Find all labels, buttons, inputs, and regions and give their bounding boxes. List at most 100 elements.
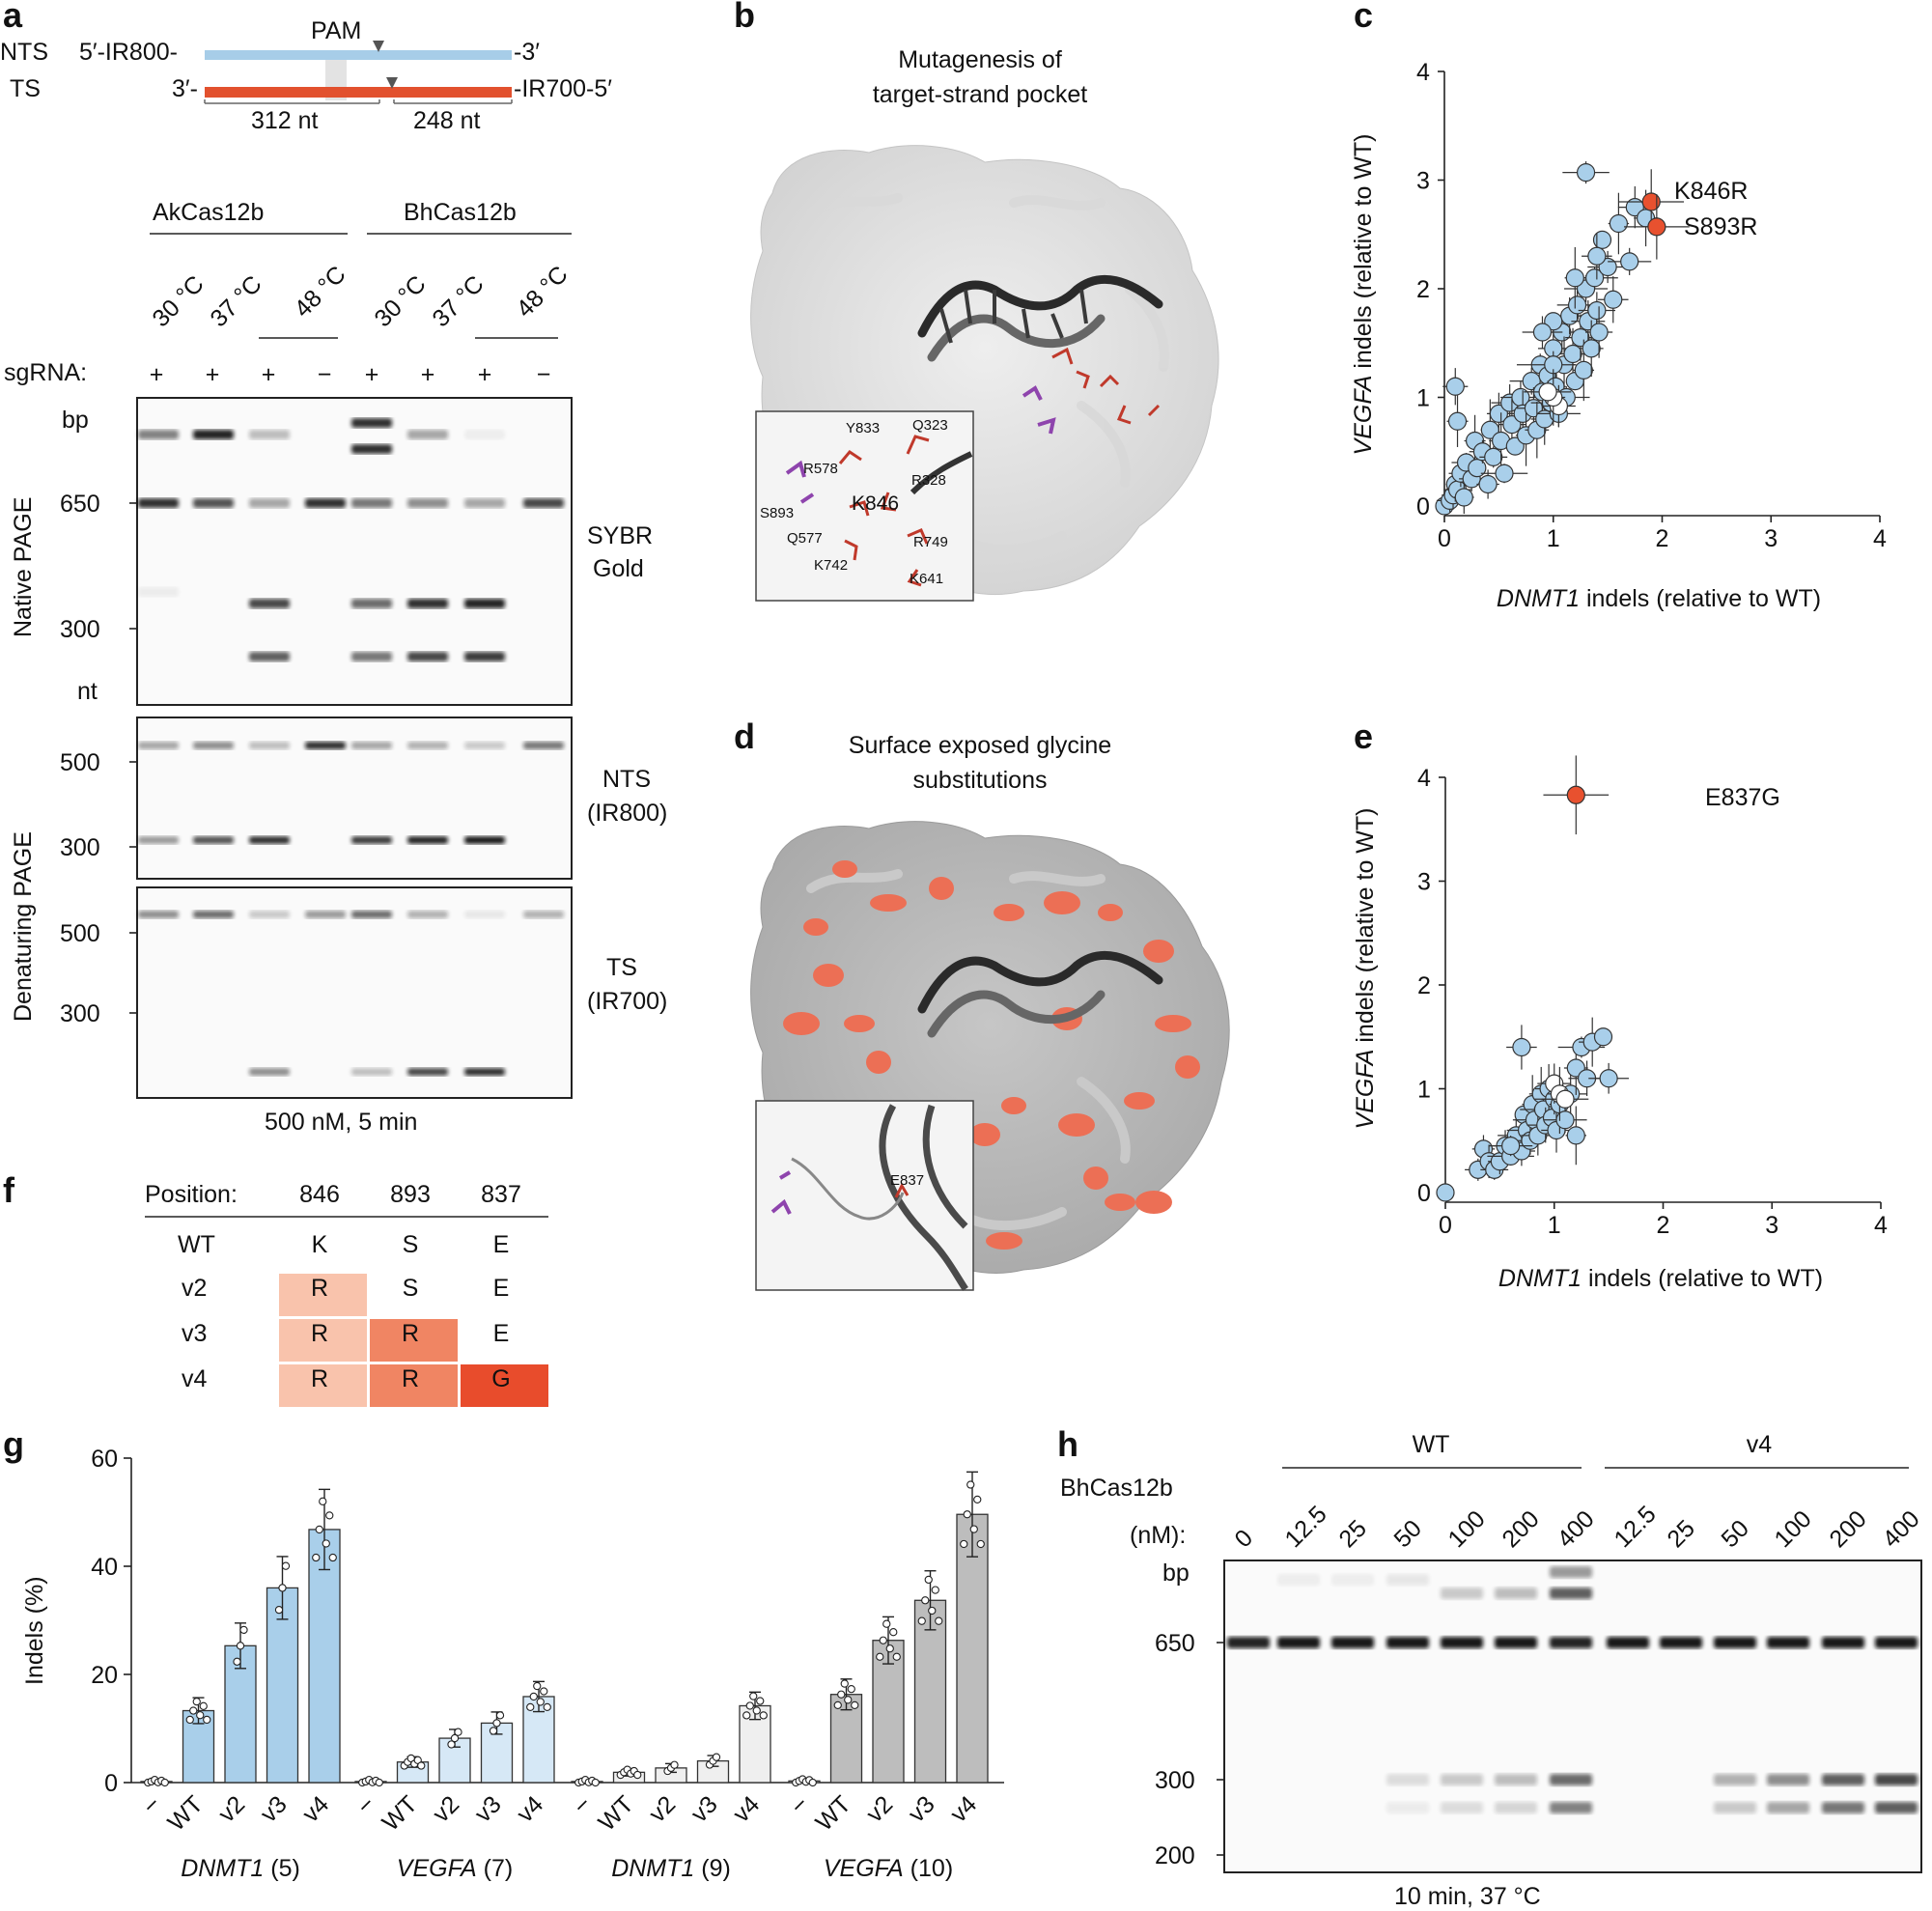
conc-label: 50 — [1388, 1515, 1426, 1553]
bar-category-label: v4 — [512, 1790, 549, 1828]
scatter-c-point — [1597, 276, 1629, 323]
bar — [266, 1556, 299, 1784]
res-r328: R328 — [911, 472, 946, 489]
h-gel-band — [1441, 1802, 1483, 1813]
cell-v2-846 — [279, 1274, 367, 1316]
mutation-table: WT K S E v2 R S E v3 R R E v4 R R G — [178, 1231, 511, 1392]
native-band — [464, 498, 505, 508]
h-gel-band — [1767, 1774, 1809, 1785]
sgrna-sign: + — [421, 361, 435, 388]
nts-tick-500: 500 — [60, 749, 100, 776]
callout-k846r: K846R — [1674, 178, 1748, 205]
callout-e837g: E837G — [1705, 784, 1780, 811]
ts-band — [193, 911, 234, 918]
native-band — [138, 498, 179, 508]
panel-c-xlabel-rest: indels (relative to WT) — [1580, 585, 1821, 612]
wt-group-label: WT — [1413, 1431, 1450, 1458]
res-s893: S893 — [760, 505, 794, 521]
inset-b-purple — [785, 460, 815, 504]
bar-category-label: v4 — [728, 1790, 766, 1828]
res-q577: Q577 — [787, 530, 823, 547]
table-cell: R — [311, 1365, 328, 1392]
glycine-patch — [994, 904, 1024, 921]
panel-a-footer: 500 nM, 5 min — [265, 1109, 417, 1136]
conc-label: 25 — [1662, 1515, 1699, 1553]
conc-label: 12.5 — [1279, 1501, 1331, 1553]
h-gel-band — [1550, 1774, 1592, 1785]
conc-label: 50 — [1716, 1515, 1753, 1553]
bar-category-label: WT — [377, 1790, 422, 1836]
panel-e-letter: e — [1354, 717, 1373, 756]
res-k641: K641 — [910, 571, 943, 587]
nts-left-end: 5′-IR800- — [79, 39, 178, 66]
bar-category-label: − — [785, 1790, 814, 1819]
ts-side-2: (IR700) — [587, 988, 667, 1015]
native-band — [464, 652, 505, 661]
scatter-e-xtick: 2 — [1657, 1212, 1670, 1239]
scatter-c-point — [1476, 469, 1499, 499]
scatter-c-point — [1468, 459, 1487, 478]
bar — [612, 1765, 646, 1784]
sgrna-signs: + + + − + + + − — [150, 361, 551, 388]
position-846: 846 — [299, 1181, 340, 1208]
res-r749: R749 — [913, 534, 948, 550]
glycine-patch — [929, 877, 954, 900]
native-gel-bands — [138, 418, 564, 661]
scatter-e-point — [1543, 755, 1610, 835]
h-gel-band — [1386, 1574, 1429, 1586]
h-gel-band — [1875, 1774, 1918, 1785]
glycine-patch — [1135, 1191, 1172, 1214]
scatter-c-point — [1578, 292, 1616, 329]
glycine-patch — [1001, 1097, 1026, 1114]
panel-c-ylabel-rest: indels (relative to WT) — [1350, 134, 1377, 376]
conc-label: 0 — [1229, 1525, 1258, 1554]
res-q323: Q323 — [912, 417, 948, 434]
panel-e: e 00 1 1 2 2 3 3 4 4 DNMT1 indels (relative to W… — [1352, 717, 1888, 1292]
scatter-c-point — [1562, 161, 1610, 184]
sgrna-label: sgRNA: — [4, 359, 87, 386]
glycine-patch — [1143, 940, 1174, 963]
panel-c-ylabel: VEGFA indels (relative to WT) — [1350, 134, 1377, 456]
nts-tick-300: 300 — [60, 834, 100, 861]
table-cell: R — [402, 1320, 419, 1347]
scatter-e-ytick: 2 — [1417, 972, 1431, 999]
scatter-e-ytick: 0 — [1417, 1180, 1431, 1207]
native-band — [249, 599, 290, 608]
conc-label: 25 — [1333, 1515, 1371, 1553]
bar — [438, 1728, 471, 1784]
ts-side-1: TS — [606, 954, 637, 981]
v4-group-label: v4 — [1747, 1431, 1773, 1458]
inset-d-purple — [770, 1170, 792, 1215]
res-r578: R578 — [803, 461, 838, 477]
scatter-c-ytick: 0 — [1416, 493, 1430, 520]
res-k742: K742 — [814, 557, 848, 574]
h-gel-band — [1875, 1802, 1918, 1813]
temp-3: 48 °C — [289, 261, 350, 323]
h-gel-band — [1386, 1802, 1429, 1813]
res-e837: E837 — [890, 1172, 924, 1189]
scatter-e-ytick: 3 — [1417, 869, 1431, 896]
h-gel-band — [1607, 1637, 1649, 1648]
scatter-e-xtick: 1 — [1548, 1212, 1561, 1239]
ts-band — [305, 911, 346, 918]
res-y833: Y833 — [846, 420, 880, 436]
scatter-c-point — [1480, 464, 1528, 484]
panel-d-title-2: substitutions — [913, 767, 1048, 794]
conc-label: 200 — [1497, 1505, 1544, 1553]
scatter-e-point — [1436, 1183, 1455, 1202]
bar-g-ytick: 20 — [91, 1662, 118, 1689]
nts-side-2: (IR800) — [587, 800, 667, 827]
nts-band — [138, 836, 179, 844]
nts-gel-bands — [138, 742, 564, 844]
h-gel-band — [1386, 1774, 1429, 1785]
h-gel-band — [1822, 1774, 1864, 1785]
surface-texture-b — [806, 193, 1169, 554]
len-right: 248 nt — [413, 107, 481, 134]
bar-g-ytick: 40 — [91, 1554, 118, 1581]
panel-h-enzyme: BhCas12b — [1060, 1475, 1173, 1502]
panel-h: h WT v4 BhCas12b (nM): 0 12.5 25 50 100 200 40… — [1057, 1424, 1925, 1910]
native-band — [351, 599, 392, 608]
panel-e-xlabel: DNMT1 indels (relative to WT) — [1498, 1265, 1823, 1292]
